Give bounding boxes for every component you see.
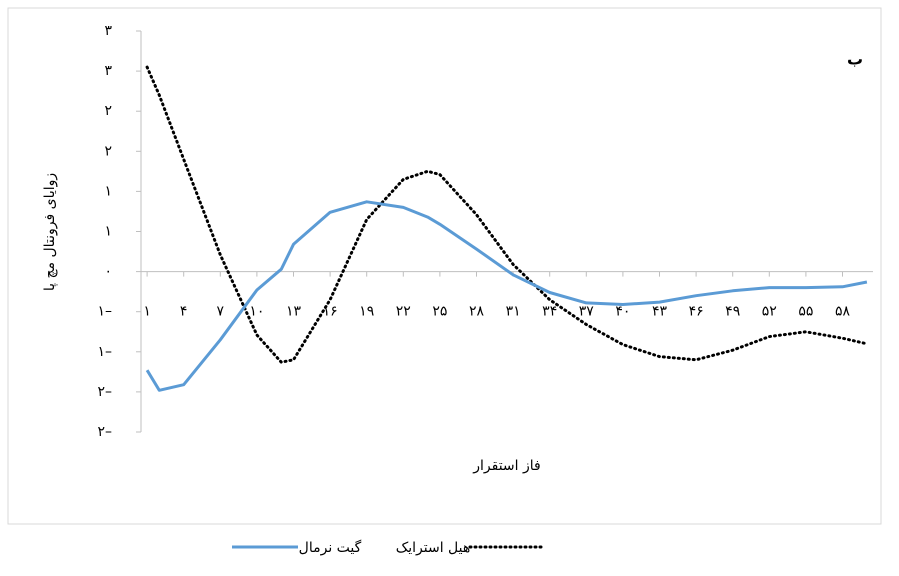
x-tick-label: ۳۷ xyxy=(579,304,595,320)
dotted-line xyxy=(145,65,869,364)
x-tick-label: ۴۰ xyxy=(615,304,630,320)
x-axis-title: فاز استقرار xyxy=(472,458,540,474)
x-tick-label: ۵۲ xyxy=(762,304,777,320)
y-tick-label: ۲– xyxy=(97,384,112,400)
legend-label: هیل استرایک xyxy=(396,540,471,556)
x-tick-label: ۴۹ xyxy=(725,304,740,320)
y-tick-label: ۳ xyxy=(104,63,112,79)
y-tick-label: ۳ xyxy=(104,23,112,39)
x-tick-label: ۳۴ xyxy=(542,304,557,320)
y-tick-label: ۱ xyxy=(104,183,112,199)
chart-border xyxy=(7,7,882,525)
y-tick-label: ۲ xyxy=(104,143,112,159)
x-tick-label: ۱۹ xyxy=(359,304,374,320)
x-tick-label: ۲۵ xyxy=(432,304,447,320)
x-tick-label: ۱۰ xyxy=(249,304,264,320)
y-tick-label: ۱– xyxy=(97,344,112,360)
x-tick-label: ۲۲ xyxy=(396,304,411,320)
x-tick-label: ۲۸ xyxy=(469,304,485,320)
x-tick-label: ۳۱ xyxy=(506,304,521,320)
x-tick-label: ۱ xyxy=(143,304,151,320)
y-axis-title: زوایای فرونتال مچ پا xyxy=(42,173,58,291)
line xyxy=(145,200,868,392)
x-tick-label: ۷ xyxy=(217,304,225,320)
x-tick-label: ۱۳ xyxy=(286,304,302,320)
y-tick-label: ۱ xyxy=(104,224,112,240)
x-tick-label: ۴ xyxy=(180,304,188,320)
y-tick-label: ۲– xyxy=(97,424,112,440)
y-tick-label: ٠ xyxy=(104,264,112,280)
x-tick-label: ۵۵ xyxy=(798,304,813,320)
legend-label: گیت نرمال xyxy=(299,539,362,556)
y-tick-label: ۱– xyxy=(97,304,112,320)
x-tick-label: ۵۸ xyxy=(835,304,851,320)
x-tick-label: ۴۶ xyxy=(689,304,704,320)
panel-label: ب xyxy=(847,50,863,69)
x-tick-label: ۴۳ xyxy=(652,304,668,320)
y-tick-label: ۲ xyxy=(104,103,112,119)
